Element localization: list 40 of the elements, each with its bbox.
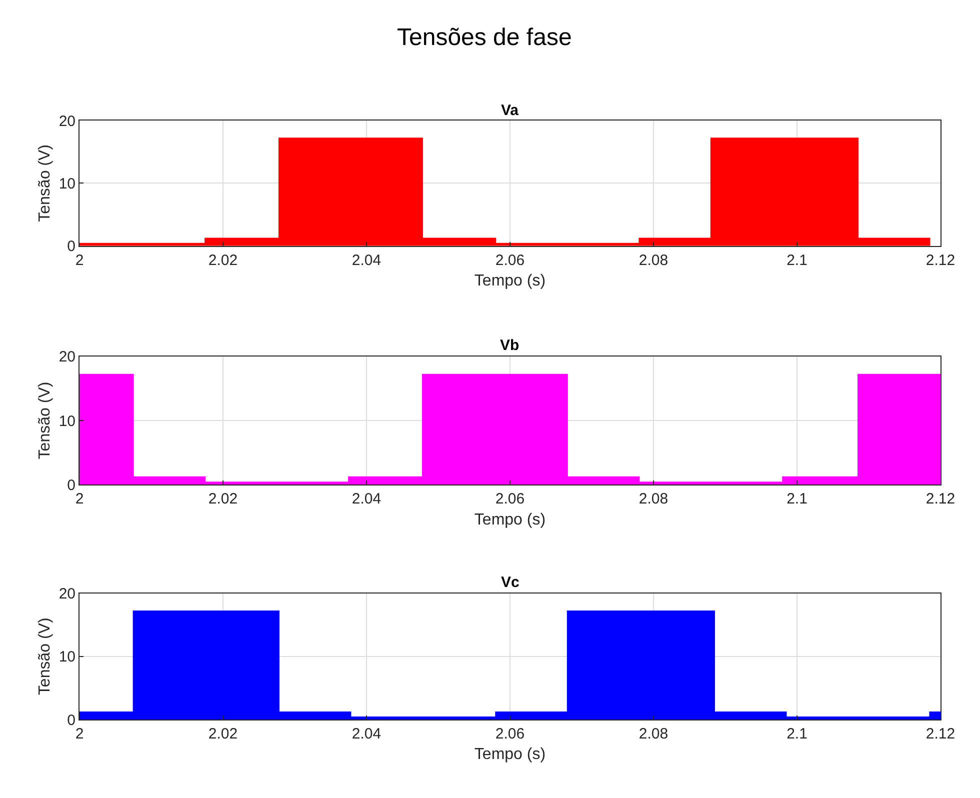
y-tick-label: 0 (67, 476, 76, 494)
x-tick-label: 2.06 (495, 252, 525, 269)
x-tick-label: 2.02 (208, 252, 238, 269)
y-axis-title: Tensão (V) (36, 382, 54, 460)
y-tick-label: 10 (58, 412, 76, 430)
x-tick-label: 2.1 (786, 726, 808, 743)
x-axis-title: Tempo (s) (474, 272, 546, 290)
x-tick-label: 2 (75, 726, 84, 743)
x-tick-label: 2.04 (352, 252, 382, 269)
x-tick-label: 2.1 (786, 252, 808, 269)
x-tick-label: 2.08 (638, 490, 668, 508)
chart-title: Vb (500, 337, 520, 354)
y-axis-title: Tensão (V) (36, 144, 54, 222)
x-tick-label: 2.08 (638, 726, 668, 743)
x-tick-label: 2.02 (208, 726, 238, 743)
x-tick-label: 2.1 (786, 490, 808, 508)
x-tick-label: 2.04 (352, 490, 382, 508)
x-tick-label: 2.04 (352, 726, 382, 743)
y-tick-label: 10 (58, 175, 76, 192)
x-tick-label: 2.02 (208, 490, 238, 508)
x-tick-label: 2.12 (926, 490, 956, 508)
x-axis-title: Tempo (s) (474, 746, 546, 764)
y-axis-title: Tensão (V) (36, 618, 54, 696)
x-tick-label: 2.08 (638, 252, 668, 269)
chart-title: Va (501, 102, 520, 119)
y-tick-label: 10 (58, 648, 76, 666)
x-tick-label: 2 (75, 252, 84, 269)
y-tick-label: 20 (58, 112, 76, 130)
x-tick-label: 2.06 (495, 490, 525, 508)
x-tick-label: 2.12 (926, 252, 956, 269)
y-tick-label: 20 (58, 586, 76, 603)
x-tick-label: 2 (75, 490, 84, 508)
text: Tensões de fase (397, 24, 572, 51)
y-tick-label: 0 (67, 238, 76, 256)
y-tick-label: 20 (58, 348, 76, 366)
x-axis-title: Tempo (s) (474, 511, 546, 528)
y-tick-label: 0 (67, 712, 76, 729)
x-tick-label: 2.06 (495, 726, 525, 743)
chart-title: Vc (501, 574, 520, 591)
x-tick-label: 2.12 (926, 726, 956, 743)
